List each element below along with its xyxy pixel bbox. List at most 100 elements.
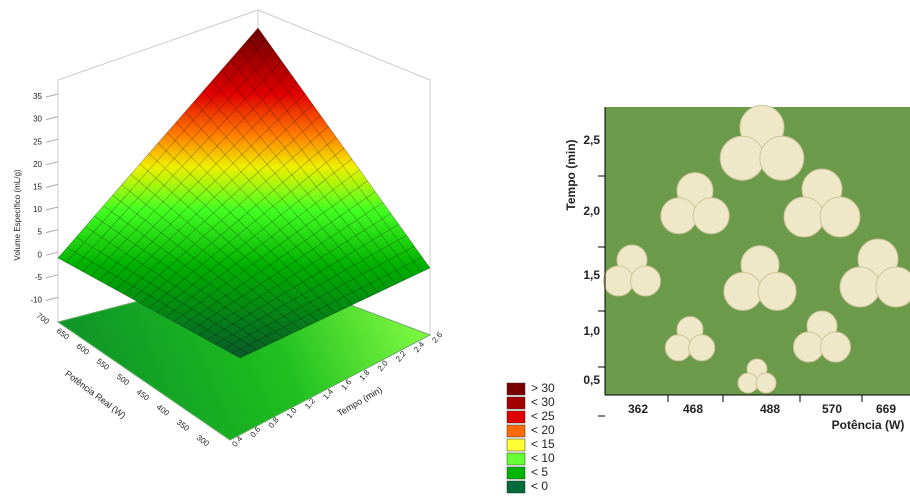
popcorn	[793, 331, 824, 363]
mesh-line	[203, 90, 379, 293]
legend-label: < 30	[531, 395, 555, 409]
legend-label: < 5	[531, 465, 548, 479]
y-tick-label: 300	[195, 433, 212, 449]
photo-x-tick-label: 669	[876, 402, 896, 416]
mesh-line	[157, 142, 336, 314]
mesh-line	[94, 215, 275, 342]
mesh-line	[239, 267, 431, 359]
legend-swatch	[506, 396, 526, 410]
z-tick	[45, 229, 59, 234]
z-tick-label: 15	[33, 183, 42, 192]
z-tick-label: 25	[33, 137, 42, 146]
mesh-line	[198, 213, 392, 336]
photo-y-tick-label: 2,5	[583, 133, 600, 147]
z-tick	[45, 116, 59, 121]
popcorn	[603, 265, 634, 297]
mesh-line	[66, 247, 249, 355]
mesh-line	[239, 48, 413, 277]
mesh-line	[76, 236, 258, 351]
mesh-line	[107, 93, 306, 286]
y-tick-label: 400	[155, 403, 172, 419]
legend-swatch	[506, 438, 526, 452]
photo-x-tick-label: 488	[760, 402, 780, 416]
mesh-line	[194, 100, 370, 297]
z-tick	[45, 183, 59, 188]
y-tick-label: 600	[75, 342, 92, 358]
z-tick	[45, 274, 59, 279]
mesh-line	[103, 205, 284, 338]
z-tick-label: 35	[33, 92, 42, 101]
legend-swatch	[506, 480, 526, 494]
z-tick-label: 10	[33, 205, 42, 214]
popcorn	[783, 196, 825, 238]
mesh-line	[130, 174, 310, 326]
mesh-line	[173, 180, 368, 322]
x-tick-label: 2.6	[430, 330, 444, 345]
mesh-line	[74, 49, 274, 268]
popcorn	[839, 266, 881, 308]
legend-label: < 25	[531, 409, 555, 423]
z-tick-label: -10	[30, 296, 42, 305]
legend-label: < 20	[531, 423, 555, 437]
legend-label: < 0	[531, 479, 548, 493]
photo-y-tick-label: 0,5	[583, 373, 600, 387]
mesh-line	[57, 27, 259, 259]
y-tick-label: 700	[35, 311, 52, 327]
y-tick-label: 450	[135, 387, 152, 403]
mesh-line	[157, 158, 353, 313]
popcorn	[820, 331, 851, 363]
popcorn	[723, 271, 763, 311]
mesh-line	[90, 71, 290, 277]
mesh-line	[85, 226, 267, 346]
legend-swatch	[506, 410, 526, 424]
surface	[58, 28, 430, 358]
mesh-line	[248, 38, 422, 273]
photo-x-tick-label: 468	[683, 402, 703, 416]
z-tick	[45, 251, 59, 256]
mesh-line	[82, 60, 282, 272]
y-tick-label: 500	[115, 372, 132, 388]
photo-y-tick-label: 1,0	[583, 324, 600, 338]
surface-mesh	[57, 27, 431, 359]
popcorn	[875, 266, 910, 308]
photo-x-tick-label: 362	[628, 402, 648, 416]
popcorn	[692, 197, 730, 235]
z-tick-label: 30	[33, 115, 42, 124]
photo-y-label: Tempo (min)	[564, 139, 578, 210]
mesh-line	[140, 136, 337, 304]
mesh-line	[57, 257, 241, 359]
legend-label: < 10	[531, 451, 555, 465]
legend-label: > 30	[531, 381, 555, 395]
z-tick	[45, 161, 59, 166]
mesh-line	[148, 153, 327, 318]
popcorn	[664, 334, 692, 362]
mesh-line	[132, 125, 329, 300]
z-tick-label: 20	[33, 160, 42, 169]
mesh-line	[221, 69, 396, 285]
mesh-line	[115, 104, 313, 291]
mesh-line	[165, 169, 360, 318]
mesh-line	[139, 163, 318, 322]
mesh-line	[112, 195, 293, 334]
popcorn	[719, 135, 765, 181]
popcorn	[630, 265, 661, 297]
popcorn	[688, 334, 716, 362]
z-tick	[45, 138, 59, 143]
popcorn	[737, 372, 759, 394]
popcorn	[759, 135, 805, 181]
z-tick	[45, 206, 59, 211]
popcorn	[819, 196, 861, 238]
mesh-line	[185, 111, 362, 301]
legend-swatch	[506, 452, 526, 466]
z-tick-label: -5	[35, 273, 43, 282]
mesh-line	[215, 235, 407, 345]
legend-swatch	[506, 382, 526, 396]
mesh-line	[190, 202, 384, 331]
z-tick-label: 5	[38, 228, 43, 237]
mesh-line	[257, 27, 431, 269]
mesh-line	[99, 82, 298, 281]
photo-y-tick-label: 1,5	[583, 268, 600, 282]
mesh-line	[123, 115, 321, 295]
photo-y-tick-label: 2,0	[583, 204, 600, 218]
